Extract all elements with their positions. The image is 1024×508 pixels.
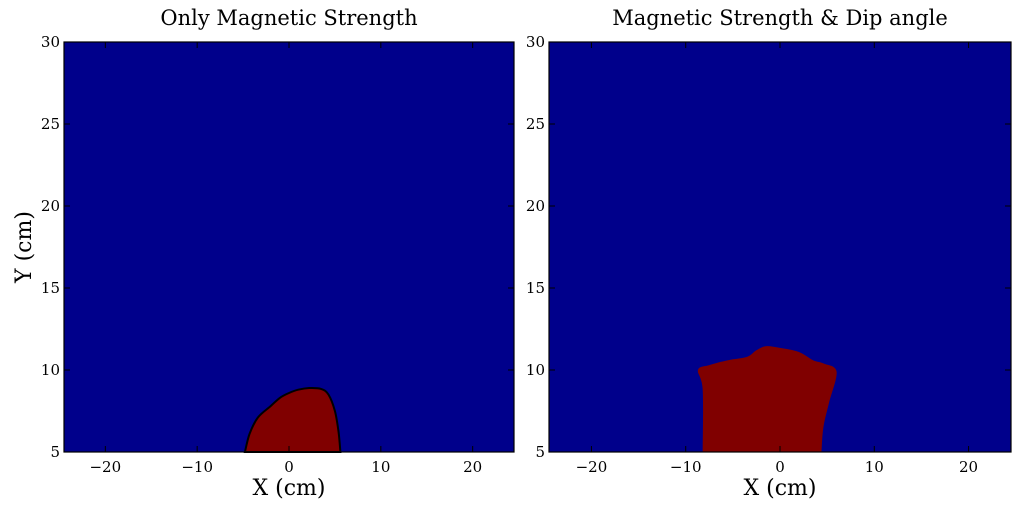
y-ticks-right: 5 10 15 20 25 30 [526, 33, 1011, 461]
y-tick-label: 10 [526, 361, 545, 379]
y-tick-label: 25 [41, 115, 60, 133]
x-tick-label: −20 [576, 458, 608, 476]
x-tick-label: 0 [284, 458, 294, 476]
chart-panel-right: Magnetic Strength & Dip angle −20 −10 0 10 2… [526, 6, 1012, 501]
chart-title-left: Only Magnetic Strength [160, 6, 417, 30]
region-left [243, 386, 342, 453]
region-right [697, 346, 837, 452]
x-tick-label: 0 [775, 458, 785, 476]
x-tick-label: 20 [959, 458, 978, 476]
x-axis-label-right: X (cm) [743, 476, 816, 501]
y-tick-label: 10 [41, 361, 60, 379]
y-ticks-left: 5 10 15 20 25 30 [41, 33, 514, 461]
x-tick-label: −20 [89, 458, 121, 476]
x-tick-label: 10 [865, 458, 884, 476]
x-tick-label: 10 [371, 458, 390, 476]
y-tick-label: 30 [41, 33, 60, 51]
y-tick-label: 20 [526, 197, 545, 215]
chart-title-right: Magnetic Strength & Dip angle [612, 6, 948, 30]
y-tick-label: 15 [526, 279, 545, 297]
x-ticks-right: −20 −10 0 10 20 [576, 42, 978, 476]
y-tick-label: 5 [535, 443, 545, 461]
x-tick-label: −10 [181, 458, 213, 476]
y-tick-label: 15 [41, 279, 60, 297]
x-ticks-left: −20 −10 0 10 20 [89, 42, 482, 476]
chart-panel-left: Only Magnetic Strength −20 −10 0 10 20 5 10 15… [12, 6, 515, 501]
x-axis-label-left: X (cm) [252, 476, 325, 501]
y-tick-label: 25 [526, 115, 545, 133]
x-tick-label: 20 [463, 458, 482, 476]
y-tick-label: 20 [41, 197, 60, 215]
x-tick-label: −10 [670, 458, 702, 476]
y-tick-label: 30 [526, 33, 545, 51]
y-tick-label: 5 [50, 443, 60, 461]
y-axis-label-left: Y (cm) [12, 211, 37, 284]
plot-background-left [64, 42, 514, 452]
